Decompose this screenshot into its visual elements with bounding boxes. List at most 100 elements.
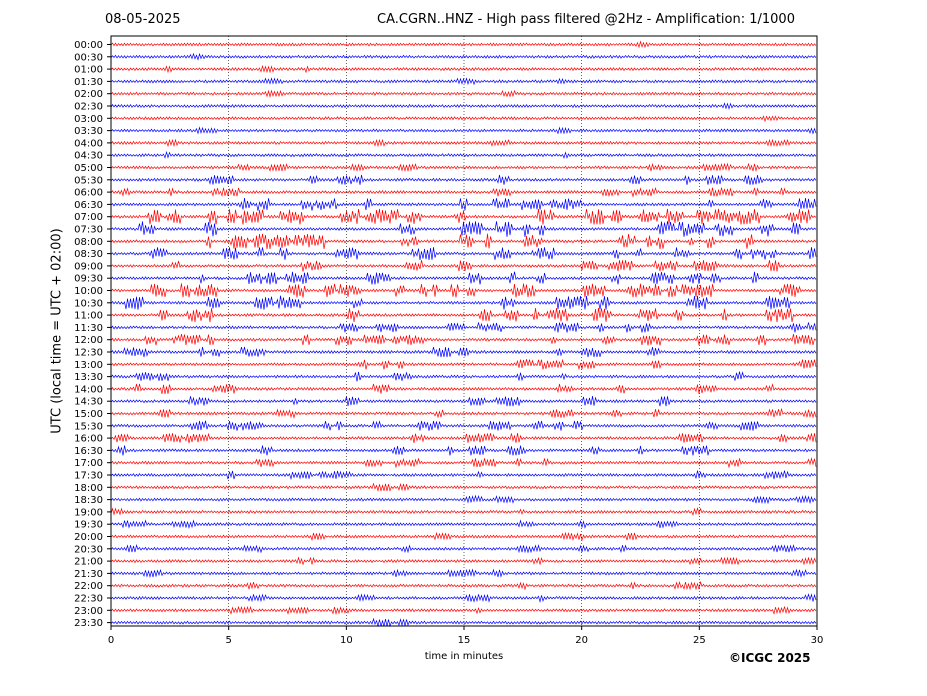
y-tick-label: 03:00 (74, 114, 103, 125)
trace-1400 (110, 383, 817, 395)
trace-0930 (110, 271, 817, 285)
trace-layer (110, 40, 817, 628)
y-tick-label: 05:00 (74, 163, 103, 174)
trace-1300 (110, 358, 817, 371)
y-tick-label: 13:30 (74, 372, 103, 383)
trace-1530 (110, 420, 817, 431)
y-tick-label: 23:00 (74, 606, 103, 617)
trace-0600 (110, 186, 817, 198)
y-tick-label: 01:30 (74, 77, 103, 88)
trace-1200 (110, 333, 817, 346)
trace-1700 (110, 457, 817, 469)
grid-layer (228, 36, 700, 626)
y-tick-label: 20:00 (74, 532, 103, 543)
trace-2030 (110, 544, 817, 554)
trace-0800 (110, 233, 817, 250)
trace-1130 (110, 322, 817, 333)
y-tick-label: 02:30 (74, 102, 103, 113)
trace-1600 (110, 432, 817, 444)
trace-1930 (110, 519, 817, 530)
trace-0100 (110, 64, 817, 74)
trace-2000 (110, 531, 817, 542)
trace-0300 (110, 115, 817, 123)
trace-2300 (110, 605, 817, 616)
trace-1830 (110, 494, 817, 505)
trace-0400 (110, 138, 817, 148)
y-tick-label: 05:30 (74, 175, 103, 186)
trace-0530 (110, 174, 817, 185)
y-tick-label: 14:30 (74, 397, 103, 408)
y-tick-label: 10:00 (74, 286, 103, 297)
y-tick-label: 11:00 (74, 311, 103, 322)
y-tick-label: 00:30 (74, 52, 103, 63)
x-tick-label: 5 (225, 635, 231, 646)
y-tick-label: 21:00 (74, 557, 103, 568)
y-tick-label: 16:00 (74, 434, 103, 445)
trace-0730 (110, 221, 817, 237)
trace-2330 (110, 617, 817, 628)
x-tick-layer: 0 5 10 15 20 25 30 (108, 626, 823, 646)
trace-0430 (110, 150, 817, 159)
trace-2130 (110, 568, 817, 579)
y-tick-label: 08:00 (74, 237, 103, 248)
x-tick-label: 20 (575, 635, 588, 646)
y-tick-label: 01:00 (74, 65, 103, 76)
trace-1500 (110, 407, 817, 419)
x-tick-label: 25 (693, 635, 706, 646)
trace-0700 (110, 208, 817, 225)
x-axis-label: time in minutes (424, 651, 504, 662)
y-tick-label: 14:00 (74, 384, 103, 395)
y-tick-label: 09:00 (74, 261, 103, 272)
trace-1000 (110, 283, 817, 298)
y-tick-label: 02:00 (74, 89, 103, 100)
y-tick-label: 10:30 (74, 298, 103, 309)
y-tick-label: 12:00 (74, 335, 103, 346)
x-tick-label: 0 (108, 635, 114, 646)
y-tick-label: 19:30 (74, 520, 103, 531)
x-tick-label: 10 (340, 635, 353, 646)
trace-0830 (110, 247, 817, 261)
y-tick-label: 04:00 (74, 138, 103, 149)
y-tick-label: 09:30 (74, 274, 103, 285)
y-tick-label: 15:30 (74, 421, 103, 432)
trace-1730 (110, 470, 817, 481)
y-tick-label: 08:30 (74, 249, 103, 260)
trace-0500 (110, 162, 817, 173)
y-tick-label: 06:00 (74, 188, 103, 199)
y-tick-label: 03:30 (74, 126, 103, 137)
y-tick-label: 06:30 (74, 200, 103, 211)
y-tick-label: 20:30 (74, 544, 103, 555)
trace-0900 (110, 260, 817, 272)
trace-1900 (110, 506, 817, 517)
copyright-text: ©ICGC 2025 (729, 651, 811, 665)
y-tick-label: 22:00 (74, 581, 103, 592)
chart-title: CA.CGRN..HNZ - High pass filtered @2Hz -… (377, 12, 795, 27)
trace-0000 (110, 40, 817, 49)
trace-1630 (110, 445, 817, 456)
x-tick-label: 15 (458, 635, 471, 646)
y-tick-label: 18:30 (74, 495, 103, 506)
y-tick-label: 17:30 (74, 471, 103, 482)
y-tick-label: 17:00 (74, 458, 103, 469)
trace-0030 (110, 52, 817, 61)
y-tick-label: 19:00 (74, 507, 103, 518)
y-tick-label: 22:30 (74, 594, 103, 605)
y-tick-label: 18:00 (74, 483, 103, 494)
trace-1800 (110, 482, 817, 492)
chart-date: 08-05-2025 (105, 12, 181, 27)
trace-0230 (110, 102, 817, 110)
trace-1230 (110, 346, 817, 358)
trace-0200 (110, 89, 817, 98)
y-tick-label: 16:30 (74, 446, 103, 457)
trace-1430 (110, 396, 817, 407)
y-tick-label: 12:30 (74, 348, 103, 359)
y-tick-label: 21:30 (74, 569, 103, 580)
trace-0630 (110, 197, 817, 211)
trace-2100 (110, 556, 817, 566)
y-tick-label: 23:30 (74, 618, 103, 629)
trace-1100 (110, 308, 817, 323)
trace-0330 (110, 126, 817, 135)
y-tick-label: 13:00 (74, 360, 103, 371)
